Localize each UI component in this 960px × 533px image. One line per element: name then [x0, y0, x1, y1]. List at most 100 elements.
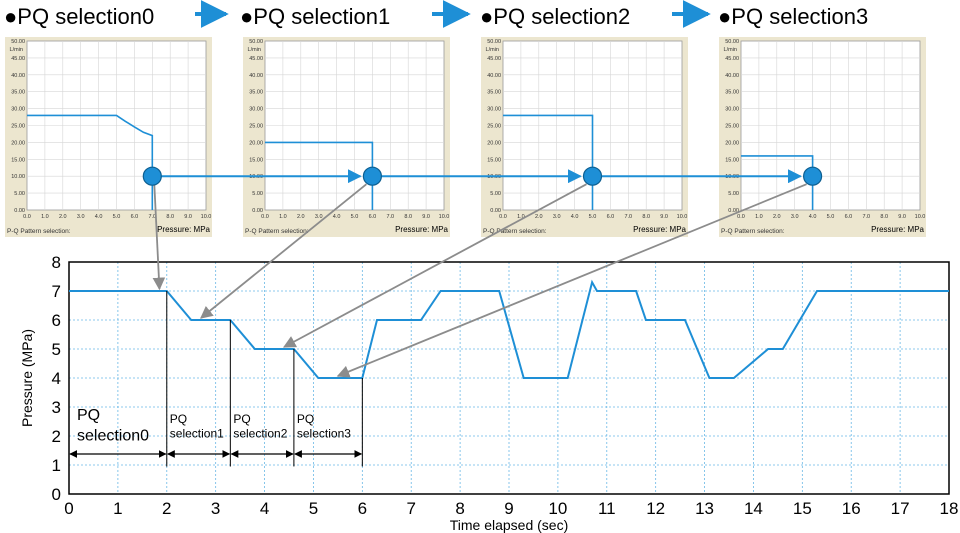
panel-y-tick-label: 20.00	[249, 140, 263, 146]
panel-pq-curve	[27, 114, 154, 210]
panel-footer-left: P-Q Pattern selection:	[483, 228, 547, 235]
panel-x-tick-label: 5.0	[113, 214, 121, 220]
panel-x-tick-label: 7.0	[862, 214, 870, 220]
panel-y-tick-label: 45.00	[487, 56, 501, 62]
set-point-marker-2	[582, 166, 603, 186]
x-tick-label: 12	[646, 499, 665, 518]
pq-panel-1: 0.005.0010.0015.0020.0025.0030.0035.0040…	[243, 37, 450, 237]
panel-y-tick-label: 35.00	[487, 90, 501, 96]
step-label-1: PQ selection1	[253, 4, 390, 29]
panel-x-tick-label: 10.0	[439, 214, 450, 220]
pointer-arrow-3	[336, 183, 807, 378]
panel-x-tick-label: 9.0	[184, 214, 192, 220]
pointer-arrow-0	[152, 184, 166, 291]
panel-y-tick-label: 45.00	[725, 56, 739, 62]
panel-x-tick-label: 10.0	[915, 214, 926, 220]
x-tick-label: 1	[113, 499, 122, 518]
panel-y-unit: L/min	[248, 47, 261, 53]
panel-x-tick-label: 8.0	[642, 214, 650, 220]
panel-y-tick-label: 20.00	[725, 140, 739, 146]
panel-y-tick-label: 25.00	[249, 124, 263, 130]
panel-y-unit: L/min	[10, 47, 23, 53]
set-point-marker-0	[142, 166, 162, 186]
panel-y-unit: L/min	[486, 47, 499, 53]
panel-y-tick-label: 25.00	[487, 124, 501, 130]
panel-x-tick-label: 1.0	[279, 214, 287, 220]
panel-y-tick-label: 0.00	[728, 208, 739, 214]
y-axis-label: Pressure (MPa)	[19, 329, 35, 427]
panel-y-tick-label: 45.00	[249, 56, 263, 62]
panel-y-tick-label: 5.00	[728, 191, 739, 197]
x-tick-label: 7	[406, 499, 415, 518]
panel-x-tick-label: 4.0	[333, 214, 341, 220]
connector-overlay	[142, 166, 823, 378]
panel-x-tick-label: 2.0	[59, 214, 67, 220]
x-tick-label: 18	[940, 499, 959, 518]
panel-footer-left: P-Q Pattern selection:	[7, 228, 71, 235]
y-tick-label: 2	[52, 427, 61, 446]
panel-y-tick-label: 25.00	[725, 124, 739, 130]
panel-y-tick-label: 15.00	[487, 157, 501, 163]
panel-y-tick-label: 5.00	[14, 191, 25, 197]
panel-y-tick-label: 30.00	[725, 107, 739, 113]
panel-x-tick-label: 1.0	[41, 214, 49, 220]
x-tick-label: 4	[260, 499, 269, 518]
panel-y-tick-label: 45.00	[11, 56, 25, 62]
set-point-marker-1	[362, 166, 382, 186]
panel-x-tick-label: 1.0	[517, 214, 525, 220]
panel-y-tick-label: 25.00	[11, 124, 25, 130]
panel-x-tick-label: 3.0	[553, 214, 561, 220]
x-tick-label: 13	[695, 499, 714, 518]
panel-y-tick-label: 20.00	[11, 140, 25, 146]
panel-footer-right: Pressure: MPa	[871, 225, 924, 234]
panel-x-tick-label: 3.0	[315, 214, 323, 220]
panel-x-tick-label: 0.0	[737, 214, 745, 220]
pq-panels: 0.00 5.00 10.00 15.00 20.00 25.00 30.00 35.00 40…	[5, 37, 926, 237]
panel-x-tick-label: 3.0	[791, 214, 799, 220]
interval-label-line1: PQ	[77, 407, 100, 424]
panel-x-tick-label: 0.0	[499, 214, 507, 220]
step-title-2: ●PQ selection2	[480, 4, 630, 29]
panel-x-tick-label: 10.0	[677, 214, 688, 220]
panel-x-tick-label: 4.0	[571, 214, 579, 220]
step-label-2: PQ selection2	[493, 4, 630, 29]
panel-x-tick-label: 2.0	[297, 214, 305, 220]
panel-y-tick-label: 15.00	[725, 157, 739, 163]
panel-y-tick-label: 5.00	[490, 191, 501, 197]
y-tick-label: 5	[52, 340, 61, 359]
x-tick-label: 15	[793, 499, 812, 518]
x-tick-label: 3	[211, 499, 220, 518]
panel-y-tick-label: 10.00	[11, 174, 25, 180]
bullet-icon: ●	[4, 4, 17, 29]
panel-x-tick-label: 0.0	[23, 214, 31, 220]
panel-y-tick-label: 50.00	[11, 39, 25, 45]
panel-pq-curve	[265, 141, 374, 210]
panel-x-tick-label: 2.0	[535, 214, 543, 220]
interval-label-line2: selection3	[297, 426, 351, 440]
pq-panel-0: 0.00 5.00 10.00 15.00 20.00 25.00 30.00 35.00 40…	[5, 37, 212, 237]
panel-y-tick-label: 0.00	[14, 208, 25, 214]
x-axis-label: Time elapsed (sec)	[450, 517, 569, 533]
y-tick-label: 0	[52, 485, 61, 504]
panel-footer-right: Pressure: MPa	[157, 225, 210, 234]
bullet-icon: ●	[718, 4, 731, 29]
panel-y-tick-label: 35.00	[11, 90, 25, 96]
interval-label-line2: selection0	[77, 427, 149, 444]
x-tick-label: 0	[64, 499, 73, 518]
panel-y-tick-label: 35.00	[249, 90, 263, 96]
panel-y-tick-label: 0.00	[252, 208, 263, 214]
panel-x-tick-label: 3.0	[77, 214, 85, 220]
x-tick-label: 5	[309, 499, 318, 518]
panel-y-tick-label: 50.00	[725, 39, 739, 45]
step-label-3: PQ selection3	[731, 4, 868, 29]
interval-label-line1: PQ	[297, 412, 314, 426]
y-tick-label: 1	[52, 456, 61, 475]
panel-footer-left: P-Q Pattern selection:	[245, 228, 309, 235]
interval-label-line2: selection2	[233, 426, 287, 440]
panel-x-tick-label: 6.0	[131, 214, 139, 220]
pq-panel-2: 0.005.0010.0015.0020.0025.0030.0035.0040…	[481, 37, 688, 237]
y-tick-label: 4	[52, 369, 61, 388]
x-tick-label: 9	[504, 499, 513, 518]
panel-y-tick-label: 5.00	[252, 191, 263, 197]
panel-x-tick-label: 5.0	[589, 214, 597, 220]
